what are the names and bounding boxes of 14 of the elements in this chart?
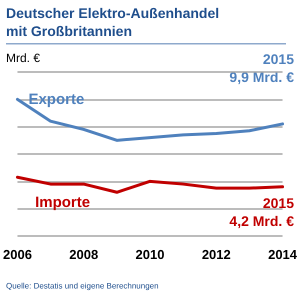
x-tick-label: 2006	[3, 247, 32, 262]
y-axis-title: Mrd. €	[6, 51, 40, 65]
x-tick-label: 2010	[136, 247, 164, 262]
series-label: Exporte	[28, 90, 84, 108]
text: 9,9 Mrd. €	[229, 69, 294, 85]
x-tick-label: 2008	[69, 247, 98, 262]
x-tick-label: 2014	[268, 247, 298, 262]
series-label: Importe	[35, 194, 90, 212]
chart-title: Deutscher Elektro-Außenhandel mit Großbritannien	[6, 5, 224, 39]
annotation: 2015	[262, 195, 294, 211]
x-tick-label: 2012	[202, 247, 231, 262]
text: 2015	[262, 51, 294, 67]
source-note: Quelle: Destatis und eigene Berechnungen	[6, 282, 159, 290]
annotation: 4,2 Mrd. €	[229, 213, 294, 229]
